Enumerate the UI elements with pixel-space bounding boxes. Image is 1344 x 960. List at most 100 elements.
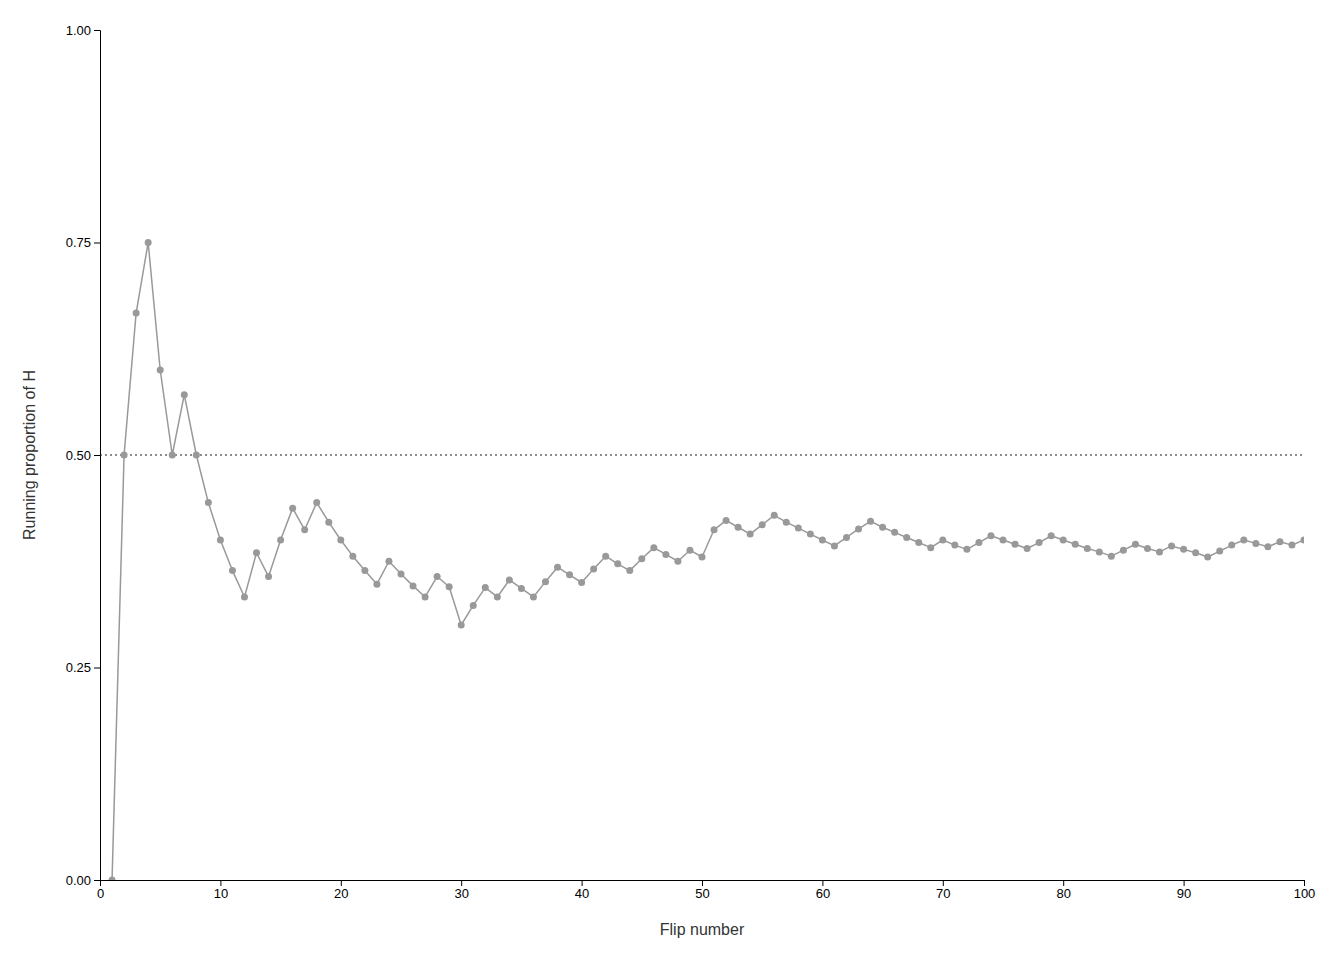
data-point — [253, 549, 260, 556]
data-point — [205, 499, 212, 506]
tick-mark — [702, 880, 703, 886]
tick-label: 90 — [1177, 886, 1191, 901]
tick-mark — [582, 880, 583, 886]
data-point — [349, 553, 356, 560]
tick: 0.00 — [66, 873, 100, 888]
data-point — [482, 584, 489, 591]
data-point — [723, 517, 730, 524]
data-point — [229, 567, 236, 574]
data-point — [831, 542, 838, 549]
tick: 0.50 — [66, 448, 100, 463]
tick-label: 1.00 — [66, 23, 91, 38]
data-point — [1180, 546, 1187, 553]
tick-label: 30 — [454, 886, 468, 901]
data-point — [1252, 540, 1259, 547]
data-point — [674, 558, 681, 565]
tick-label: 10 — [214, 886, 228, 901]
tick-mark — [94, 668, 100, 669]
data-point — [518, 585, 525, 592]
data-point — [783, 519, 790, 526]
data-point — [422, 593, 429, 600]
data-point — [903, 534, 910, 541]
data-point — [626, 567, 633, 574]
data-point — [1084, 545, 1091, 552]
data-point — [855, 525, 862, 532]
data-point — [1144, 545, 1151, 552]
data-point — [1120, 547, 1127, 554]
data-point — [951, 542, 958, 549]
data-point — [807, 531, 814, 538]
tick: 10 — [214, 880, 228, 901]
tick-label: 100 — [1294, 886, 1316, 901]
data-point — [1301, 537, 1305, 544]
data-point — [313, 499, 320, 506]
tick-mark — [94, 30, 100, 31]
data-point — [289, 505, 296, 512]
data-point — [819, 537, 826, 544]
tick-label: 20 — [334, 886, 348, 901]
data-point — [109, 877, 116, 881]
tick-mark — [1304, 880, 1305, 886]
data-point — [602, 553, 609, 560]
tick-mark — [94, 880, 100, 881]
data-point — [410, 582, 417, 589]
data-point — [157, 367, 164, 374]
axis-line — [101, 881, 1305, 887]
data-point — [1192, 549, 1199, 556]
data-point — [686, 547, 693, 554]
data-line — [112, 243, 1304, 881]
data-point — [590, 565, 597, 572]
data-point — [373, 581, 380, 588]
data-point — [915, 539, 922, 546]
data-point — [1096, 548, 1103, 555]
data-point — [458, 622, 465, 629]
data-point — [1132, 541, 1139, 548]
data-point — [638, 555, 645, 562]
tick-label: 0.75 — [66, 235, 91, 250]
data-point — [939, 537, 946, 544]
plot: 01020304050607080901000.000.250.500.751.… — [66, 23, 1316, 902]
tick: 0 — [97, 880, 104, 901]
data-point — [1060, 537, 1067, 544]
tick-label: 40 — [575, 886, 589, 901]
data-point — [891, 529, 898, 536]
data-point — [217, 537, 224, 544]
data-point — [771, 512, 778, 519]
data-point — [699, 554, 706, 561]
data-point — [542, 578, 549, 585]
data-point — [265, 573, 272, 580]
data-point — [1264, 543, 1271, 550]
data-point — [1000, 537, 1007, 544]
data-point — [843, 534, 850, 541]
data-point — [963, 546, 970, 553]
data-point — [711, 526, 718, 533]
data-point — [434, 573, 441, 580]
data-point — [494, 593, 501, 600]
tick-label: 50 — [695, 886, 709, 901]
y-axis: 0.000.250.500.751.00 — [66, 23, 101, 888]
tick: 40 — [575, 880, 589, 901]
tick-label: 0.50 — [66, 448, 91, 463]
data-point — [241, 593, 248, 600]
tick: 90 — [1177, 880, 1191, 901]
tick: 50 — [695, 880, 709, 901]
data-point — [1288, 542, 1295, 549]
data-point — [1240, 537, 1247, 544]
data-point — [1204, 554, 1211, 561]
data-point — [759, 521, 766, 528]
tick-mark — [94, 455, 100, 456]
data-point — [301, 526, 308, 533]
data-point — [614, 560, 621, 567]
data-point — [1156, 548, 1163, 555]
tick-label: 0 — [97, 886, 104, 901]
marks — [100, 239, 1304, 880]
x-axis: 0102030405060708090100 — [97, 880, 1315, 901]
data-point — [121, 452, 128, 459]
data-point — [1108, 553, 1115, 560]
tick: 80 — [1056, 880, 1070, 901]
data-point — [325, 519, 332, 526]
data-point — [662, 551, 669, 558]
data-point — [879, 524, 886, 531]
data-point — [867, 518, 874, 525]
data-point — [145, 239, 152, 246]
